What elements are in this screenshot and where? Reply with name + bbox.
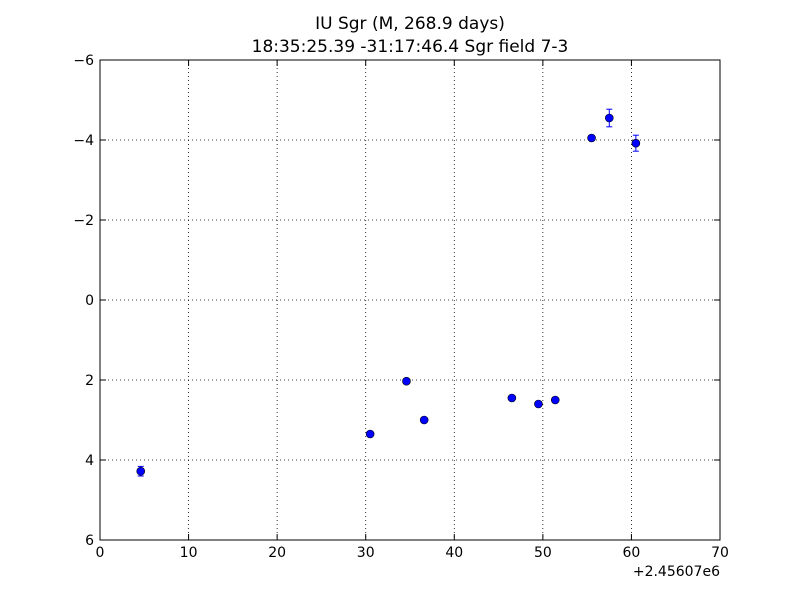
data-series (136, 108, 641, 477)
data-point (631, 138, 641, 148)
y-tick-label: −4 (73, 133, 94, 149)
axis-ticks: 0 10 20 30 40 50 60 70 −6 −4 −2 0 2 4 6 (73, 53, 729, 561)
x-tick-label: 0 (96, 545, 105, 561)
y-tick-label: −6 (73, 53, 94, 69)
x-tick-label: 70 (711, 545, 729, 561)
x-tick-label: 40 (445, 545, 463, 561)
x-tick-label: 20 (268, 545, 286, 561)
y-tick-label: 2 (85, 373, 94, 389)
y-tick-label: 6 (85, 533, 94, 549)
chart-subtitle: 18:35:25.39 -31:17:46.4 Sgr field 7-3 (252, 37, 569, 57)
data-point (550, 395, 560, 405)
x-offset-label: +2.45607e6 (633, 564, 720, 580)
y-tick-label: −2 (73, 213, 94, 229)
data-point (604, 113, 614, 123)
x-tick-label: 30 (357, 545, 375, 561)
y-tick-label: 0 (85, 293, 94, 309)
data-point (534, 399, 543, 409)
data-point (365, 429, 375, 439)
y-tick-label: 4 (85, 453, 94, 469)
x-tick-label: 10 (180, 545, 198, 561)
x-tick-label: 60 (623, 545, 641, 561)
chart-title: IU Sgr (M, 268.9 days) (315, 14, 505, 34)
data-point (402, 376, 411, 386)
data-point (419, 415, 429, 425)
data-point (587, 133, 596, 143)
x-tick-label: 50 (534, 545, 552, 561)
data-point (507, 393, 517, 403)
data-point (136, 466, 146, 476)
grid-lines (100, 60, 720, 540)
